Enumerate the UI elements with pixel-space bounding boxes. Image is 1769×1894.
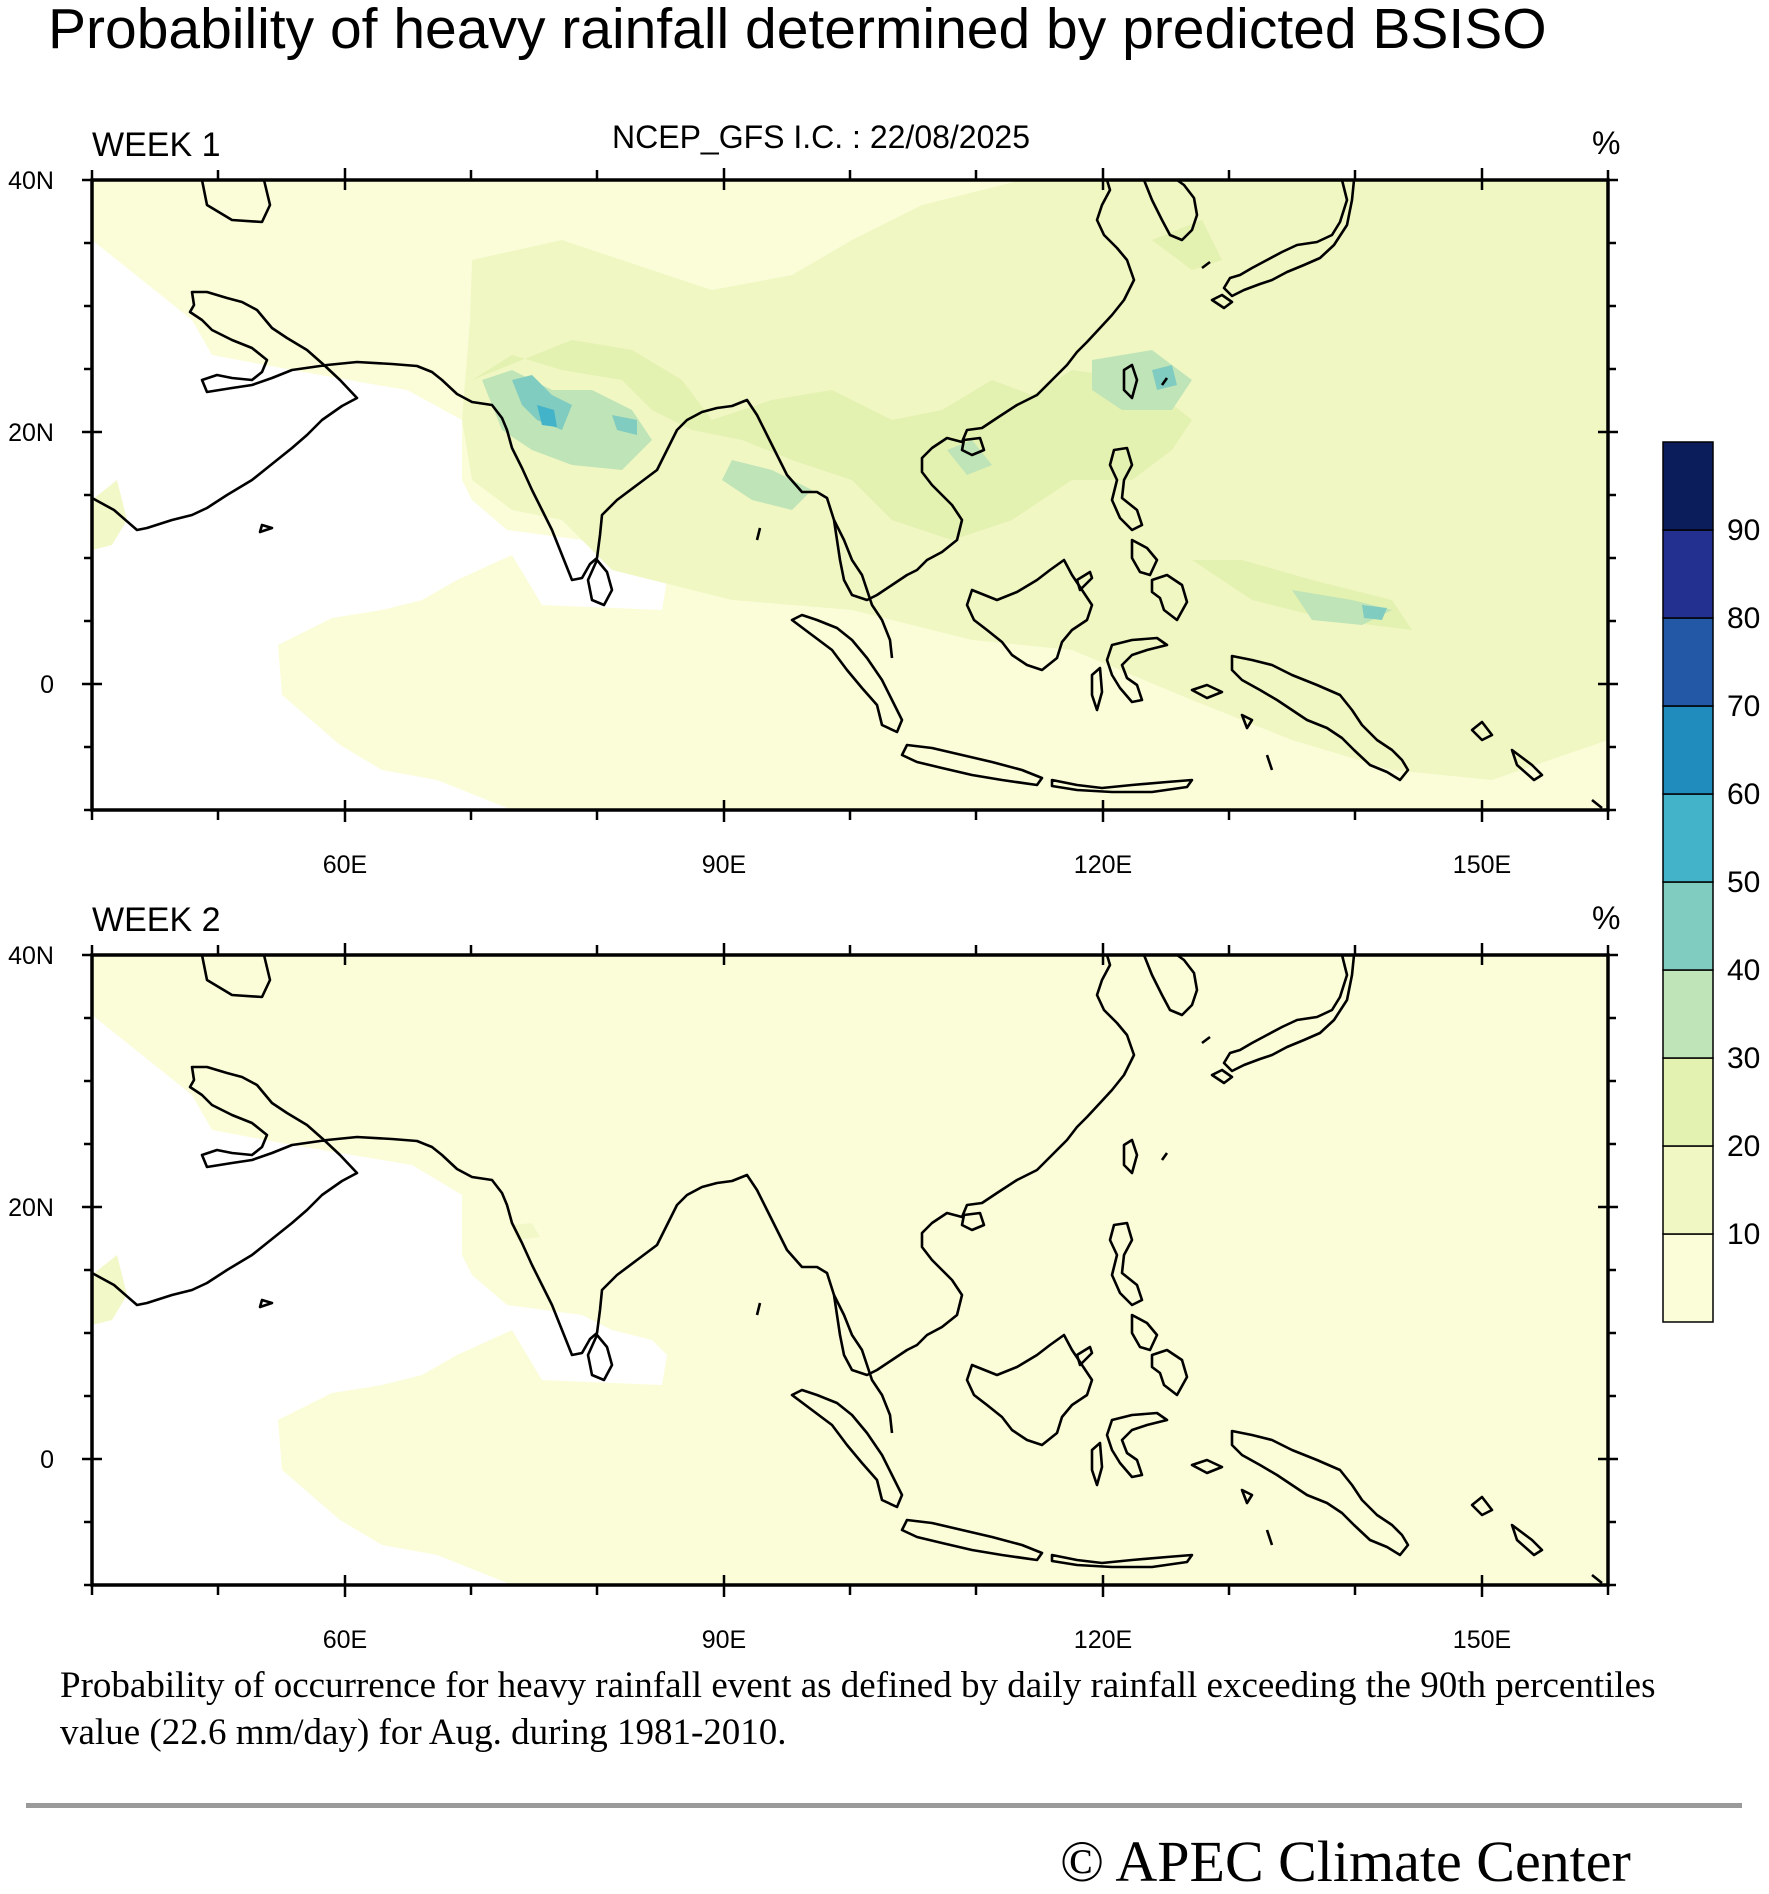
x-tick-label: 90E [702, 1626, 746, 1654]
colorbar-level-label: 10 [1727, 1218, 1760, 1251]
week2-panel: WEEK 2 % 40N 20N 0 60E 90E 120E 150E [8, 900, 1620, 1654]
x-tick-label: 120E [1074, 851, 1132, 879]
y-tick-label: 40N [8, 167, 54, 195]
colorbar-swatch [1662, 617, 1714, 707]
credit: © APEC Climate Center [1060, 1829, 1631, 1894]
main-title: Probability of heavy rainfall determined… [48, 0, 1547, 61]
colorbar-swatch [1662, 529, 1714, 619]
colorbar-swatch [1662, 1145, 1714, 1235]
unit-label: % [1592, 125, 1620, 161]
colorbar-swatch [1662, 881, 1714, 971]
x-tick-label: 60E [323, 851, 367, 879]
colorbar-level-label: 20 [1727, 1130, 1760, 1163]
rainfall-field [92, 955, 1608, 1585]
panel-label: WEEK 1 [92, 126, 220, 164]
y-tick-labels: 40N 20N 0 [8, 942, 54, 1474]
x-tick-label: 90E [702, 851, 746, 879]
y-tick-label: 20N [8, 419, 54, 447]
colorbar-swatch [1662, 705, 1714, 795]
y-tick-labels: 40N 20N 0 [8, 167, 54, 699]
colorbar-swatch [1662, 441, 1714, 531]
y-tick-label: 0 [40, 671, 54, 699]
x-tick-labels: 60E 90E 120E 150E [323, 1626, 1511, 1654]
panel-subtitle: NCEP_GFS I.C. : 22/08/2025 [612, 119, 1030, 155]
colorbar-swatch [1662, 1233, 1714, 1323]
colorbar-level-label: 70 [1727, 690, 1760, 723]
colorbar-level-label: 40 [1727, 954, 1760, 987]
unit-label: % [1592, 900, 1620, 936]
x-tick-label: 60E [323, 1626, 367, 1654]
colorbar-swatch [1662, 793, 1714, 883]
x-tick-label: 150E [1453, 851, 1511, 879]
caption: Probability of occurrence for heavy rain… [60, 1665, 1656, 1753]
y-tick-label: 0 [40, 1446, 54, 1474]
y-tick-label: 40N [8, 942, 54, 970]
colorbar-level-label: 60 [1727, 778, 1760, 811]
colorbar-level-label: 50 [1727, 866, 1760, 899]
panel-label: WEEK 2 [92, 901, 220, 939]
x-tick-label: 150E [1453, 1626, 1511, 1654]
axis-ticks [82, 168, 1618, 822]
x-tick-labels: 60E 90E 120E 150E [323, 851, 1511, 879]
colorbar-level-label: 80 [1727, 602, 1760, 635]
week1-panel: WEEK 1 NCEP_GFS I.C. : 22/08/2025 % 40N … [8, 119, 1620, 879]
colorbar-swatch [1662, 969, 1714, 1059]
x-tick-label: 120E [1074, 1626, 1132, 1654]
divider [26, 1803, 1742, 1808]
colorbar-level-label: 30 [1727, 1042, 1760, 1075]
colorbar-swatch [1662, 1057, 1714, 1147]
axis-ticks [82, 943, 1618, 1597]
rainfall-field [92, 180, 1608, 810]
colorbar: 10 20 30 40 50 60 70 80 90 [1662, 441, 1760, 1323]
colorbar-level-label: 90 [1727, 514, 1760, 547]
y-tick-label: 20N [8, 1194, 54, 1222]
